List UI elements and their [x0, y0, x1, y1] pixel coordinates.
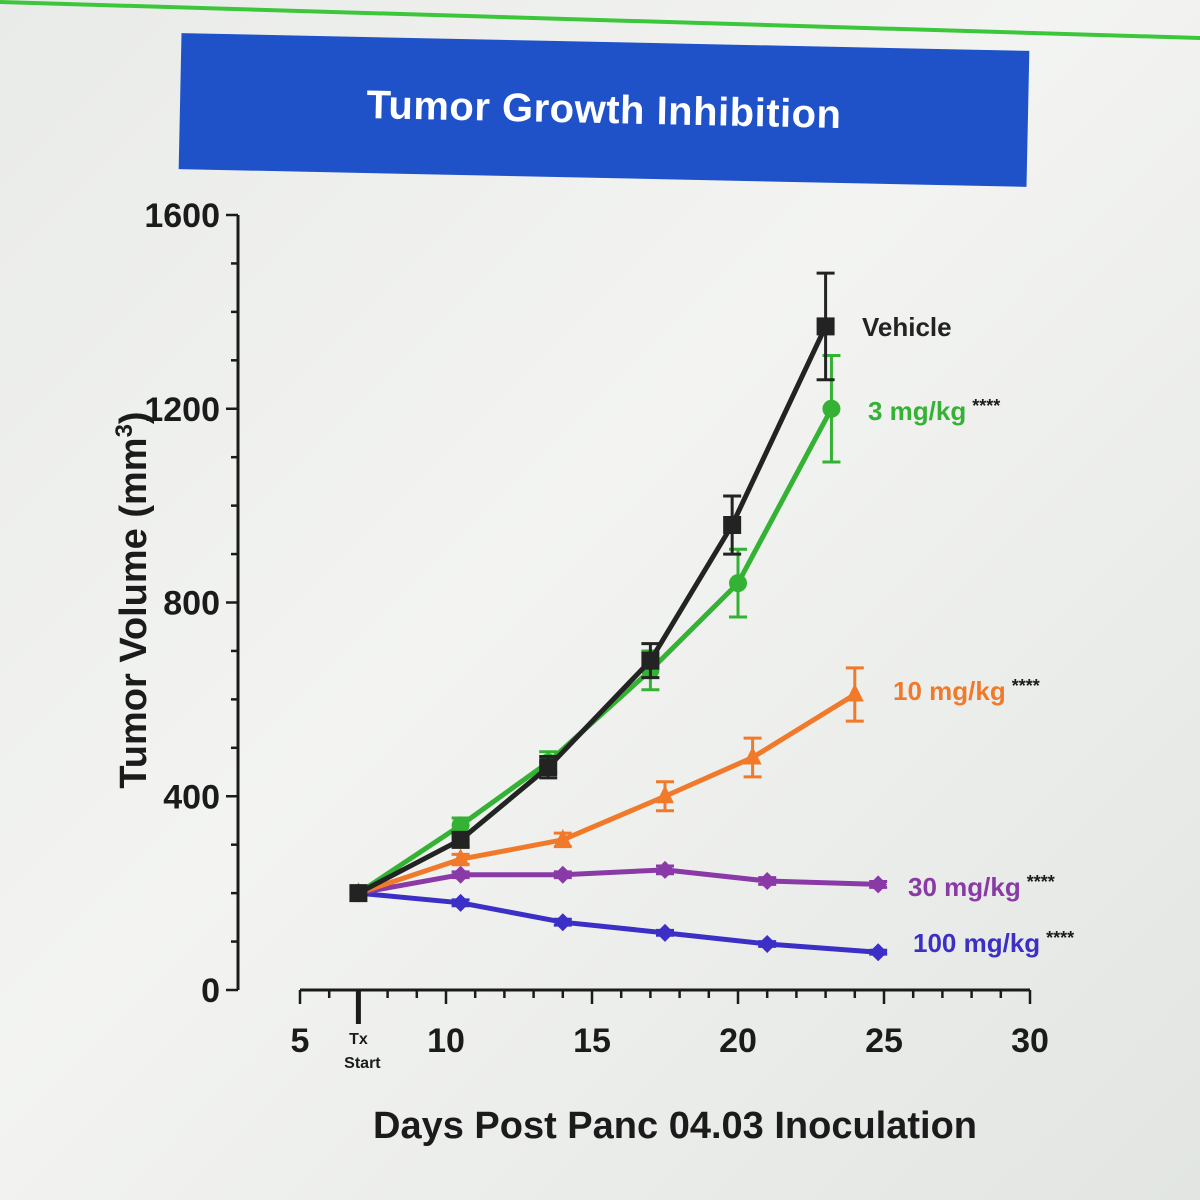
data-point-square [723, 516, 742, 534]
data-point-triangle [743, 746, 762, 765]
y-axis-title: Tumor Volume (mm3) [111, 411, 155, 788]
series-line-vehicle [357, 325, 828, 896]
x-axis-title: Days Post Panc 04.03 Inoculation [373, 1105, 977, 1147]
y-tick-label: 400 [163, 778, 220, 816]
data-point-square [816, 317, 835, 336]
data-point-diamond [451, 865, 470, 884]
x-tick-label: 30 [1011, 1022, 1049, 1060]
data-point-diamond [553, 865, 572, 884]
data-point-diamond [656, 923, 674, 942]
data-point-diamond [869, 943, 888, 962]
series-label-3-mg-kg: 3 mg/kg **** [868, 396, 1000, 426]
series-label-100-mg-kg: 100 mg/kg **** [913, 928, 1074, 958]
series-vehicle [349, 271, 835, 903]
data-point-circle [822, 399, 841, 418]
series-line-3-mg-kg [357, 407, 834, 896]
series-3-mg-kg [349, 353, 841, 903]
data-point-triangle [656, 785, 674, 804]
data-point-square [539, 758, 558, 777]
data-point-triangle [451, 848, 470, 867]
series-10-mg-kg [349, 666, 864, 901]
series-30-mg-kg [349, 860, 888, 903]
data-point-square [451, 830, 470, 849]
data-point-triangle [553, 828, 572, 847]
series-line-100-mg-kg [358, 890, 879, 955]
series-label-10-mg-kg: 10 mg/kg **** [893, 676, 1040, 706]
series-line-30-mg-kg [357, 867, 879, 896]
tx-start-label-tx: Tx [349, 1031, 368, 1048]
x-tick-label: 20 [719, 1022, 757, 1060]
series-label-vehicle: Vehicle [862, 312, 952, 342]
y-tick-label: 1600 [144, 197, 220, 235]
data-point-triangle [845, 683, 864, 702]
data-point-circle [729, 574, 747, 593]
y-tick-label: 1200 [144, 391, 220, 429]
data-point-square [641, 651, 660, 670]
series-label-30-mg-kg: 30 mg/kg **** [908, 872, 1055, 902]
series-line-10-mg-kg [357, 692, 857, 896]
y-tick-label: 800 [163, 585, 220, 623]
data-point-diamond [758, 934, 777, 953]
x-tick-label: 5 [291, 1022, 310, 1060]
tx-start-label-start: Start [344, 1055, 381, 1072]
x-tick-label: 10 [427, 1022, 465, 1060]
series-100-mg-kg [349, 884, 888, 962]
y-tick-label: 0 [201, 972, 220, 1010]
data-point-square [349, 884, 368, 903]
data-point-diamond [553, 913, 572, 932]
data-point-diamond [656, 860, 674, 879]
data-point-circle [451, 816, 470, 835]
x-tick-label: 25 [865, 1022, 903, 1060]
data-point-diamond [758, 872, 777, 891]
data-point-diamond [451, 893, 470, 912]
top-accent-rule [0, 0, 1200, 40]
x-tick-label: 15 [573, 1022, 611, 1060]
data-point-diamond [869, 875, 888, 894]
